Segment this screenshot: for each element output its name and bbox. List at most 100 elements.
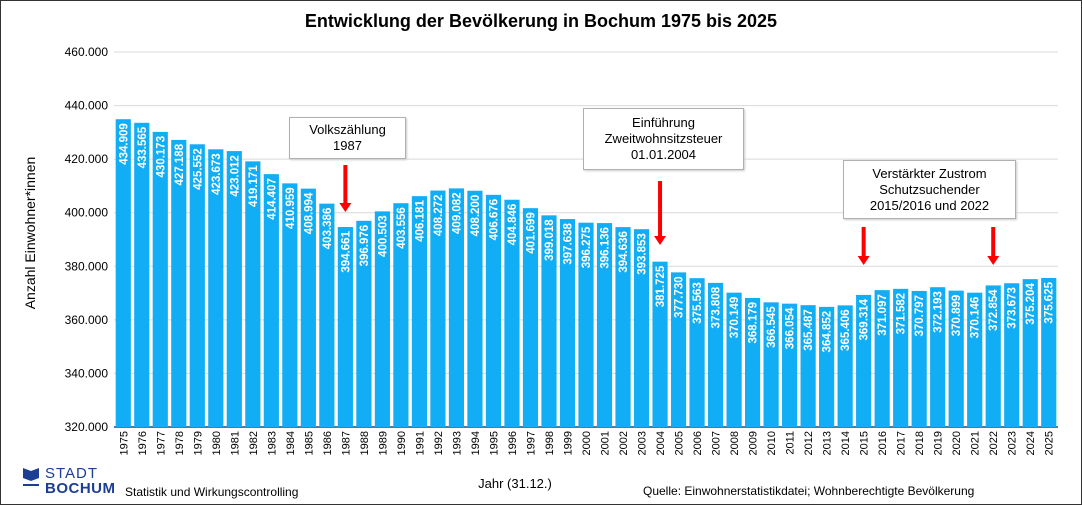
data-label: 396.136 bbox=[600, 227, 612, 269]
bar-1986 bbox=[319, 203, 335, 427]
bar-1989 bbox=[374, 211, 390, 427]
bar-1995 bbox=[485, 194, 502, 427]
annotation-line: 01.01.2004 bbox=[630, 147, 697, 162]
x-tick-label: 1978 bbox=[174, 431, 186, 455]
x-tick-label: 2005 bbox=[674, 431, 686, 455]
data-label: 366.545 bbox=[766, 306, 778, 348]
x-tick-label: 2016 bbox=[877, 431, 889, 455]
x-tick-label: 2006 bbox=[692, 431, 704, 455]
x-tick-label: 2008 bbox=[729, 431, 741, 455]
bar-2007 bbox=[707, 282, 724, 427]
annotation-line: Volkszählung bbox=[309, 122, 386, 137]
data-label: 423.673 bbox=[211, 153, 223, 195]
bar-2006 bbox=[689, 278, 705, 427]
x-tick-label: 1981 bbox=[229, 431, 241, 455]
data-label: 406.676 bbox=[488, 199, 500, 241]
data-label: 366.054 bbox=[785, 307, 797, 349]
data-label: 370.146 bbox=[970, 297, 982, 339]
y-tick-label: 420.000 bbox=[65, 152, 109, 166]
data-label: 419.171 bbox=[248, 165, 260, 207]
bar-2008 bbox=[726, 292, 742, 427]
x-tick-label: 2014 bbox=[840, 431, 852, 455]
y-tick-label: 400.000 bbox=[65, 206, 109, 220]
x-tick-label: 1996 bbox=[507, 431, 519, 455]
annotation-zustrom: Verstärkter Zustrom Schutzsuchender 2015… bbox=[843, 160, 1016, 219]
x-tick-label: 2010 bbox=[766, 431, 778, 455]
bar-2022 bbox=[985, 285, 1001, 427]
y-tick-label: 440.000 bbox=[65, 99, 109, 113]
bar-2011 bbox=[782, 303, 798, 427]
x-tick-label: 1988 bbox=[359, 431, 371, 455]
x-tick-label: 1980 bbox=[211, 431, 223, 455]
y-tick-label: 360.000 bbox=[65, 313, 109, 327]
y-tick-label: 340.000 bbox=[65, 366, 109, 380]
annotation-line: 2015/2016 und 2022 bbox=[869, 197, 990, 213]
x-tick-label: 1985 bbox=[303, 431, 315, 455]
data-label: 377.730 bbox=[674, 276, 686, 318]
data-label: 396.976 bbox=[359, 225, 371, 267]
data-label: 372.854 bbox=[988, 289, 1000, 331]
data-label: 401.699 bbox=[525, 212, 537, 254]
x-tick-label: 2009 bbox=[748, 431, 760, 455]
bar-1993 bbox=[448, 188, 465, 427]
bar-2017 bbox=[893, 288, 909, 427]
arrow-head bbox=[857, 256, 870, 265]
y-tick-label: 380.000 bbox=[65, 259, 109, 273]
data-label: 423.012 bbox=[229, 155, 241, 197]
x-tick-label: 2013 bbox=[822, 431, 834, 455]
bar-2025 bbox=[1041, 278, 1057, 427]
arrow-shaft bbox=[991, 227, 996, 257]
x-tick-label: 2023 bbox=[1007, 431, 1019, 455]
logo-text-bochum: BOCHUM bbox=[45, 480, 116, 497]
bar-1987 bbox=[337, 227, 353, 427]
data-label: 369.314 bbox=[859, 298, 871, 340]
annotation-line: 1987 bbox=[333, 138, 362, 153]
bar-2012 bbox=[800, 305, 816, 427]
data-label: 410.959 bbox=[285, 187, 297, 229]
bar-1981 bbox=[226, 151, 242, 427]
x-tick-label: 2003 bbox=[637, 431, 649, 455]
x-tick-label: 1998 bbox=[544, 431, 556, 455]
bar-2016 bbox=[874, 290, 890, 427]
bar-1999 bbox=[559, 219, 576, 427]
bar-2021 bbox=[967, 292, 983, 427]
arrow-shaft bbox=[658, 181, 663, 237]
x-tick-label: 1986 bbox=[322, 431, 334, 455]
bar-1984 bbox=[282, 183, 298, 427]
arrow-head bbox=[987, 256, 1000, 265]
x-tick-label: 2015 bbox=[859, 431, 871, 455]
bar-1983 bbox=[263, 174, 279, 427]
data-label: 396.275 bbox=[581, 226, 593, 268]
x-tick-label: 2018 bbox=[914, 431, 926, 455]
red-arrow-icon bbox=[654, 181, 667, 245]
bar-1996 bbox=[504, 199, 520, 427]
data-label: 375.204 bbox=[1025, 283, 1037, 325]
bar-1990 bbox=[393, 203, 409, 427]
x-tick-label: 2017 bbox=[896, 431, 908, 455]
x-tick-label: 1984 bbox=[285, 431, 297, 455]
data-label: 408.994 bbox=[303, 192, 315, 234]
bar-2010 bbox=[763, 302, 779, 427]
annotation-line: Schutzsuchender bbox=[879, 181, 980, 197]
annotation-zweitwohnsitzsteuer: Einführung Zweitwohnsitzsteuer 01.01.200… bbox=[583, 108, 744, 170]
book-shield-icon bbox=[23, 468, 39, 486]
bar-2005 bbox=[670, 272, 687, 427]
data-label: 371.097 bbox=[877, 294, 889, 336]
x-tick-label: 1977 bbox=[155, 431, 167, 455]
bar-1976 bbox=[134, 122, 150, 427]
x-tick-label: 2004 bbox=[655, 431, 667, 455]
x-tick-label: 1979 bbox=[192, 431, 204, 455]
x-tick-label: 1987 bbox=[340, 431, 352, 455]
x-tick-label: 2007 bbox=[711, 431, 723, 455]
bar-2023 bbox=[1004, 283, 1020, 427]
x-tick-label: 1994 bbox=[470, 431, 482, 455]
bar-2009 bbox=[744, 297, 761, 427]
x-tick-label: 2022 bbox=[988, 431, 1000, 455]
bar-2018 bbox=[911, 290, 927, 427]
bar-1982 bbox=[245, 161, 261, 427]
data-label: 409.082 bbox=[451, 192, 463, 234]
bar-1991 bbox=[411, 196, 428, 427]
bar-2001 bbox=[596, 223, 613, 427]
data-label: 393.853 bbox=[637, 233, 649, 275]
